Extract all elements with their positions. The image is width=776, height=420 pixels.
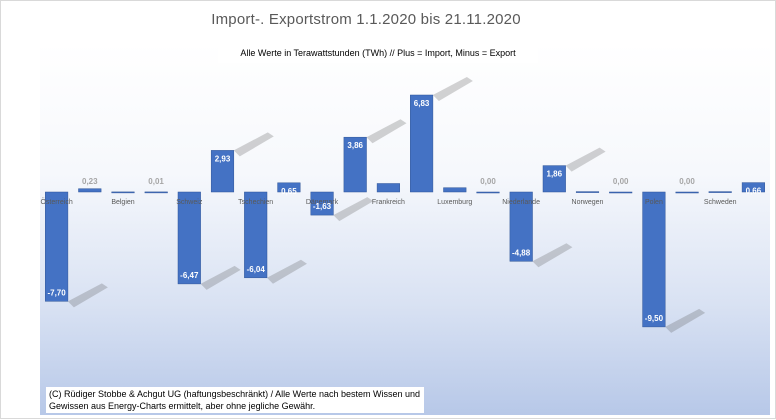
value-label: -9,50: [645, 314, 664, 323]
value-label: 1,86: [547, 170, 563, 179]
bar-7: [277, 182, 301, 193]
bar-3: [144, 191, 168, 194]
category-label: Österreich: [40, 198, 72, 206]
bar-1: [78, 188, 102, 193]
bar-0: [45, 191, 69, 302]
value-label: 2,93: [215, 154, 231, 163]
value-label: -6,47: [180, 271, 199, 280]
category-label: Schweden: [704, 199, 737, 206]
bar-shadow: [432, 77, 473, 102]
bar-19: [675, 191, 699, 194]
bar-shadow: [200, 265, 241, 290]
category-label: Luxemburg: [437, 199, 472, 206]
bar-4: [177, 191, 201, 285]
category-label: Niederlande: [502, 199, 540, 206]
bar-15: [542, 165, 566, 193]
bar-shadow: [565, 147, 606, 172]
bar-shadow: [233, 132, 274, 157]
value-label: -1,63: [313, 202, 332, 211]
bar-16: [575, 191, 600, 193]
value-label: 0,23: [82, 177, 98, 186]
bar-20: [708, 191, 732, 193]
value-label: 0,00: [613, 177, 629, 186]
value-label: 6,83: [414, 99, 430, 108]
bar-shadow: [266, 259, 307, 284]
bar-2: [111, 191, 135, 194]
category-label: Frankreich: [372, 199, 405, 206]
bar-17: [609, 191, 633, 194]
category-labels: Österreich Belgien Schweiz Tschechien Dänema…: [40, 198, 736, 206]
bar-14: [509, 191, 533, 262]
bar-shadow: [333, 197, 374, 222]
bar-shadow: [67, 283, 108, 308]
value-label: -7,70: [47, 288, 66, 297]
category-label: Polen: [645, 199, 663, 206]
value-label: 0,66: [746, 187, 762, 196]
bar-shadows: [67, 77, 706, 333]
category-label: Norwegen: [572, 199, 604, 206]
bar-10: [376, 183, 400, 193]
bar-6: [244, 191, 268, 279]
value-label: 0,00: [679, 177, 695, 186]
bars: [45, 94, 765, 328]
value-label: -4,88: [512, 248, 531, 257]
bar-shadow: [366, 119, 407, 144]
value-labels: -7,70 0,23 0,01 -6,47 2,93 -6,04 0,65 -1,63 3,86…: [47, 99, 761, 323]
bar-11: [410, 94, 434, 193]
category-label: Schweiz: [176, 199, 203, 206]
category-label: Belgien: [111, 199, 134, 206]
bar-shadow: [665, 308, 706, 333]
value-label: 0,01: [148, 177, 164, 186]
category-label: Tschechien: [238, 199, 273, 206]
category-label: Dänemark: [306, 199, 339, 206]
value-label: -6,04: [247, 265, 266, 274]
bar-18: [642, 191, 666, 328]
chart-subtitle: Alle Werte in Terawattstunden (TWh) // P…: [218, 43, 538, 63]
bar-13: [476, 191, 500, 194]
chart-title: Import-. Exportstrom 1.1.2020 bis 21.11.…: [211, 11, 521, 28]
value-label: 0,00: [480, 177, 496, 186]
bar-5: [210, 150, 235, 193]
bar-8: [310, 191, 334, 216]
bar-21: [741, 182, 765, 193]
bar-shadow: [532, 243, 573, 268]
value-label: 3,86: [347, 141, 363, 150]
bar-9: [343, 136, 367, 193]
value-label: 0,65: [281, 187, 297, 196]
copyright-note: (C) Rüdiger Stobbe & Achgut UG (haftungs…: [46, 387, 424, 413]
bar-12: [443, 187, 467, 193]
